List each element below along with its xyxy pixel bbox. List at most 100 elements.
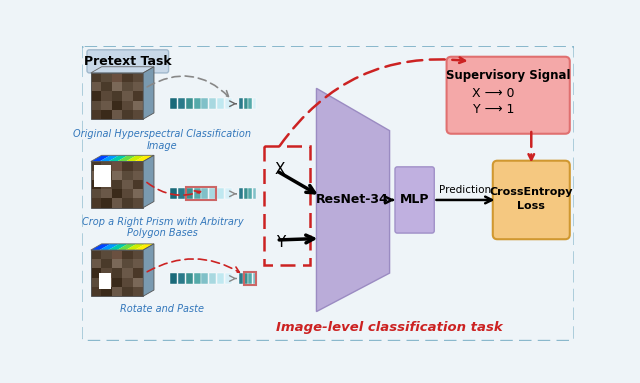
Bar [91, 73, 101, 82]
Bar [91, 278, 101, 287]
Bar [202, 273, 209, 284]
Bar [244, 98, 248, 109]
Bar [112, 82, 122, 92]
Bar [253, 273, 257, 284]
Bar [94, 165, 111, 187]
Bar [193, 273, 200, 284]
Text: Supervisory Signal: Supervisory Signal [446, 69, 570, 82]
Text: CrossEntropy: CrossEntropy [490, 187, 573, 197]
Bar [244, 188, 248, 199]
Bar [101, 110, 112, 119]
Bar [112, 73, 122, 82]
Bar [101, 287, 112, 296]
Polygon shape [100, 67, 119, 73]
Bar [91, 250, 143, 296]
Text: Rotate and Paste: Rotate and Paste [120, 304, 204, 314]
Bar [132, 287, 143, 296]
Bar [101, 198, 112, 208]
Polygon shape [134, 155, 154, 162]
Polygon shape [316, 88, 390, 312]
Text: ResNet-34: ResNet-34 [316, 193, 389, 206]
FancyBboxPatch shape [493, 161, 570, 239]
Bar [132, 162, 143, 171]
Polygon shape [143, 67, 154, 119]
Text: Pretext Task: Pretext Task [84, 55, 172, 68]
Text: X: X [275, 162, 285, 177]
Polygon shape [100, 244, 119, 250]
Bar [132, 73, 143, 82]
Bar [112, 268, 122, 278]
Bar [112, 171, 122, 180]
Polygon shape [91, 155, 110, 162]
Bar [217, 273, 224, 284]
Text: Original Hyperspectral Classification
Image: Original Hyperspectral Classification Im… [74, 129, 252, 151]
Text: Y ⟶ 1: Y ⟶ 1 [473, 103, 514, 116]
Bar [225, 188, 232, 199]
Bar [132, 82, 143, 92]
Bar [170, 273, 177, 284]
Bar [101, 171, 112, 180]
Bar [186, 273, 193, 284]
Bar [91, 82, 101, 92]
Bar [209, 188, 216, 199]
Bar [248, 273, 252, 284]
Bar [101, 250, 112, 259]
Polygon shape [134, 67, 154, 73]
Bar [122, 101, 132, 110]
Bar [122, 171, 132, 180]
Bar [132, 101, 143, 110]
Bar [101, 162, 112, 171]
Bar [202, 188, 209, 199]
Bar [132, 171, 143, 180]
FancyBboxPatch shape [87, 50, 168, 73]
Bar [244, 272, 257, 285]
Bar [112, 162, 122, 171]
Bar [239, 188, 243, 199]
Bar [91, 259, 101, 268]
Bar [132, 110, 143, 119]
Bar [244, 273, 248, 284]
Bar [217, 188, 224, 199]
Bar [193, 188, 200, 199]
Bar [132, 268, 143, 278]
Bar [202, 98, 209, 109]
Bar [253, 188, 257, 199]
Bar [248, 98, 252, 109]
Text: Y: Y [276, 235, 285, 250]
FancyBboxPatch shape [447, 57, 570, 134]
Bar [91, 250, 101, 259]
Bar [112, 250, 122, 259]
Bar [91, 287, 101, 296]
Polygon shape [108, 244, 128, 250]
Bar [91, 180, 101, 189]
FancyBboxPatch shape [395, 167, 435, 233]
Bar [91, 162, 143, 208]
Bar [112, 189, 122, 198]
Bar [122, 73, 132, 82]
Bar [101, 268, 112, 278]
Bar [122, 180, 132, 189]
Bar [186, 187, 216, 200]
Bar [178, 188, 185, 199]
Polygon shape [91, 244, 110, 250]
Polygon shape [108, 155, 128, 162]
Bar [101, 189, 112, 198]
Bar [248, 188, 252, 199]
Bar [132, 259, 143, 268]
Polygon shape [143, 244, 154, 296]
Text: Prediction: Prediction [439, 185, 491, 195]
Bar [91, 171, 101, 180]
Text: X ⟶ 0: X ⟶ 0 [472, 87, 515, 100]
Bar [101, 101, 112, 110]
Bar [91, 92, 101, 101]
Bar [101, 82, 112, 92]
Bar [132, 189, 143, 198]
Bar [91, 162, 101, 171]
Polygon shape [125, 244, 145, 250]
Bar [91, 198, 101, 208]
Text: Crop a Right Prism with Arbitrary
Polygon Bases: Crop a Right Prism with Arbitrary Polygo… [82, 217, 243, 239]
Polygon shape [134, 244, 154, 250]
Polygon shape [100, 155, 119, 162]
Bar [122, 162, 132, 171]
Polygon shape [91, 67, 110, 73]
